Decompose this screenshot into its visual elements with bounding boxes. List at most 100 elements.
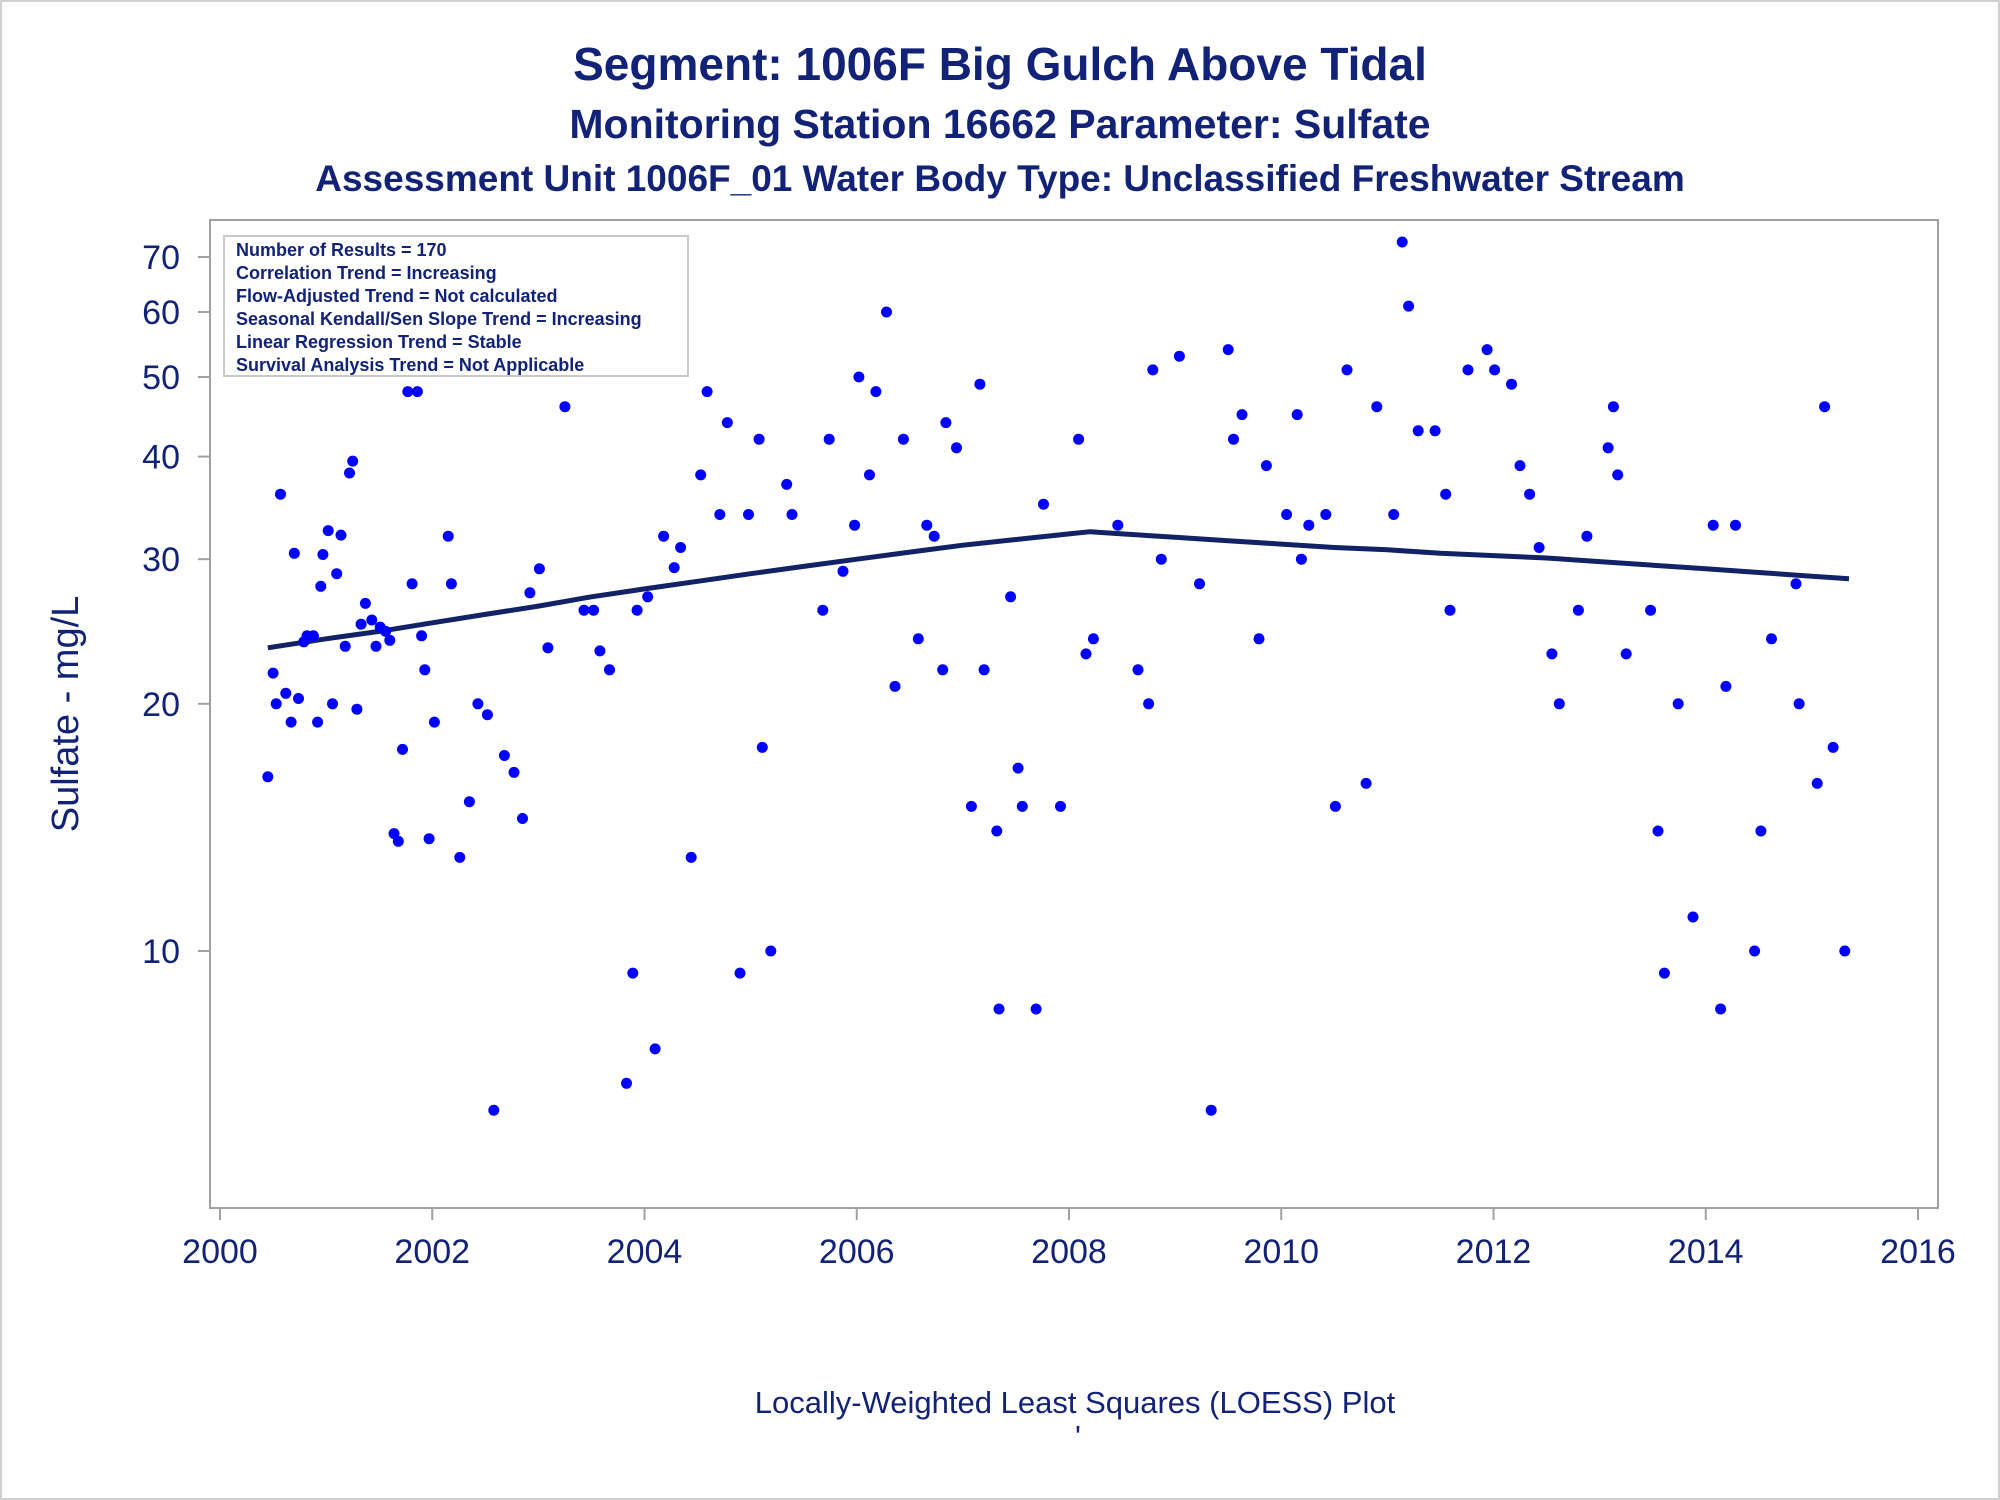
data-point xyxy=(1087,633,1099,645)
data-point xyxy=(1607,401,1619,413)
data-point xyxy=(1291,409,1303,421)
summary-correlation-trend: Correlation Trend = Increasing xyxy=(236,263,497,283)
data-point xyxy=(675,542,687,553)
data-point xyxy=(1620,648,1632,660)
data-point xyxy=(384,634,396,646)
data-point xyxy=(331,568,343,580)
data-point xyxy=(701,386,713,398)
data-point xyxy=(685,851,697,863)
data-point xyxy=(355,618,367,630)
data-point xyxy=(1055,800,1066,812)
data-point xyxy=(1444,604,1456,616)
data-point xyxy=(1228,433,1239,445)
y-tick-label: 70 xyxy=(142,239,180,277)
data-point xyxy=(1462,364,1474,376)
data-point xyxy=(275,488,286,500)
summary-number-of-results: Number of Results = 170 xyxy=(236,240,447,260)
data-point xyxy=(1720,680,1732,692)
data-point xyxy=(889,680,901,692)
data-point xyxy=(951,442,962,454)
x-tick-label: 2012 xyxy=(1456,1233,1532,1271)
data-point xyxy=(1205,1104,1217,1116)
x-tick-label: 2002 xyxy=(394,1233,470,1271)
x-tick-label: 2010 xyxy=(1243,1233,1319,1271)
data-point xyxy=(488,1104,500,1116)
data-point xyxy=(1194,578,1205,590)
data-point xyxy=(1132,664,1144,676)
summary-survival-analysis-trend: Survival Analysis Trend = Not Applicable xyxy=(236,355,584,375)
data-point xyxy=(416,630,428,642)
data-point xyxy=(1143,698,1155,710)
data-point xyxy=(498,750,510,761)
data-point xyxy=(734,967,746,979)
data-point xyxy=(1658,967,1670,979)
data-point xyxy=(965,800,977,812)
data-point xyxy=(285,716,297,728)
data-point xyxy=(991,825,1003,837)
data-point xyxy=(366,614,378,626)
chart-title: Segment: 1006F Big Gulch Above Tidal xyxy=(573,38,1427,90)
data-point xyxy=(1388,509,1400,520)
data-point xyxy=(837,565,849,577)
data-point xyxy=(463,796,475,808)
data-point xyxy=(1222,344,1234,356)
data-point xyxy=(344,467,355,479)
data-point xyxy=(262,771,274,783)
data-point xyxy=(1839,945,1851,957)
data-point xyxy=(1260,460,1272,472)
data-point xyxy=(419,664,431,676)
data-point xyxy=(397,743,408,755)
data-point xyxy=(1506,378,1517,390)
data-point xyxy=(658,530,670,542)
data-point xyxy=(442,530,454,542)
data-point xyxy=(322,525,334,537)
data-point xyxy=(870,386,882,398)
data-point xyxy=(1755,825,1767,837)
trend-summary-box: Number of Results = 170 Correlation Tren… xyxy=(223,235,689,377)
data-point xyxy=(1715,1003,1727,1015)
data-point xyxy=(1819,401,1831,413)
chart-subtitle-assessment-unit: Assessment Unit 1006F_01 Water Body Type… xyxy=(315,158,1685,199)
loess-trend-line xyxy=(267,529,1850,651)
data-point xyxy=(940,417,952,429)
y-tick-label: 20 xyxy=(142,686,180,724)
data-point xyxy=(1766,633,1777,645)
data-point xyxy=(1811,777,1823,789)
data-point xyxy=(359,597,371,609)
data-point xyxy=(937,664,949,676)
plot-method-footnote: Locally-Weighted Least Squares (LOESS) P… xyxy=(755,1385,1396,1420)
x-tick-label: 2006 xyxy=(819,1233,895,1271)
data-point xyxy=(1687,911,1699,923)
data-point xyxy=(1012,762,1024,774)
data-point xyxy=(481,709,493,721)
x-tick-label: 2016 xyxy=(1880,1233,1956,1271)
data-point xyxy=(315,580,327,592)
data-point xyxy=(1524,488,1536,500)
data-point xyxy=(1038,498,1049,510)
data-point xyxy=(1147,364,1159,376)
data-point xyxy=(542,642,554,654)
y-tick-label: 50 xyxy=(142,359,180,397)
data-point xyxy=(1112,519,1124,531)
data-point xyxy=(517,813,528,824)
data-point xyxy=(897,433,909,445)
data-point xyxy=(621,1077,632,1089)
data-points-layer xyxy=(262,236,1851,1116)
data-point xyxy=(559,401,571,413)
data-point xyxy=(1749,945,1761,957)
data-point xyxy=(588,604,600,616)
x-tick-label: 2014 xyxy=(1668,1233,1744,1271)
data-point xyxy=(1329,800,1341,812)
data-point xyxy=(307,630,319,642)
data-point xyxy=(1396,236,1408,248)
data-point xyxy=(578,604,590,616)
data-point xyxy=(1612,469,1624,481)
data-point xyxy=(649,1043,661,1055)
data-point xyxy=(849,519,861,531)
data-point xyxy=(912,633,924,645)
data-point xyxy=(781,478,793,490)
data-point xyxy=(823,433,835,445)
data-point xyxy=(765,945,777,957)
data-point xyxy=(642,591,654,603)
